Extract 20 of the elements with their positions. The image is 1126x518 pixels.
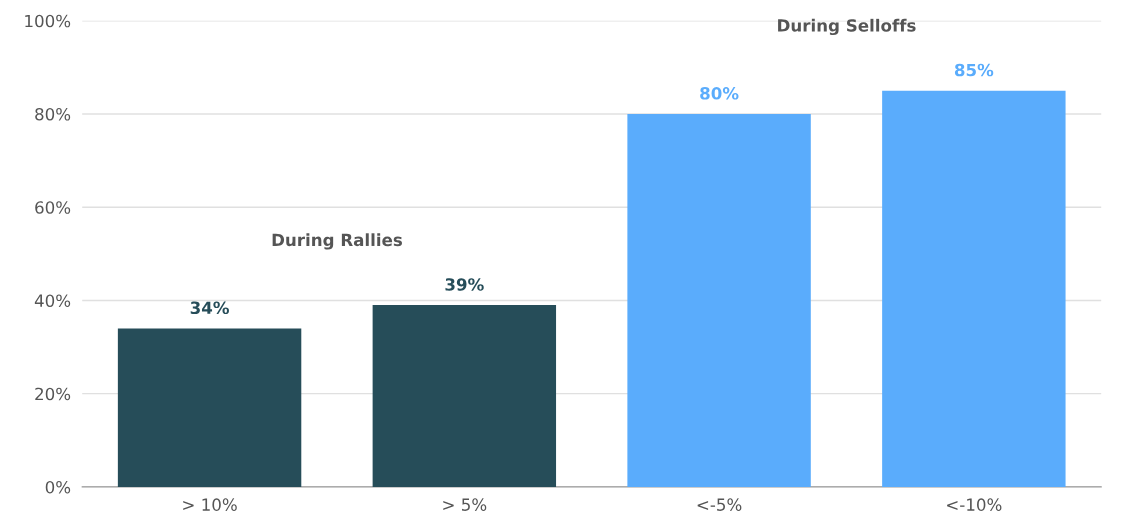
x-tick-label: <-10%: [947, 498, 1002, 511]
y-tick-label: 40%: [34, 294, 71, 308]
x-tick-label: <-5%: [697, 498, 742, 511]
annotation: During Selloffs: [778, 18, 916, 36]
annotation: During Rallies: [272, 233, 402, 250]
y-tick-label: 60%: [35, 201, 71, 214]
y-tick-label: 0%: [45, 480, 71, 494]
data-label: 85%: [954, 63, 994, 77]
data-label: 39%: [445, 278, 484, 291]
y-tick-label: 100%: [25, 14, 71, 28]
y-tick-label: 80%: [35, 107, 71, 121]
data-label: 80%: [700, 87, 739, 100]
bar: [117, 328, 302, 487]
y-tick-label: 20%: [35, 387, 71, 401]
data-label: 34%: [190, 301, 229, 315]
bar: [627, 113, 811, 487]
x-tick-label: > 10%: [183, 498, 237, 511]
x-tick-label: > 5%: [443, 498, 487, 511]
bar: [882, 90, 1066, 487]
bar: [372, 305, 557, 487]
